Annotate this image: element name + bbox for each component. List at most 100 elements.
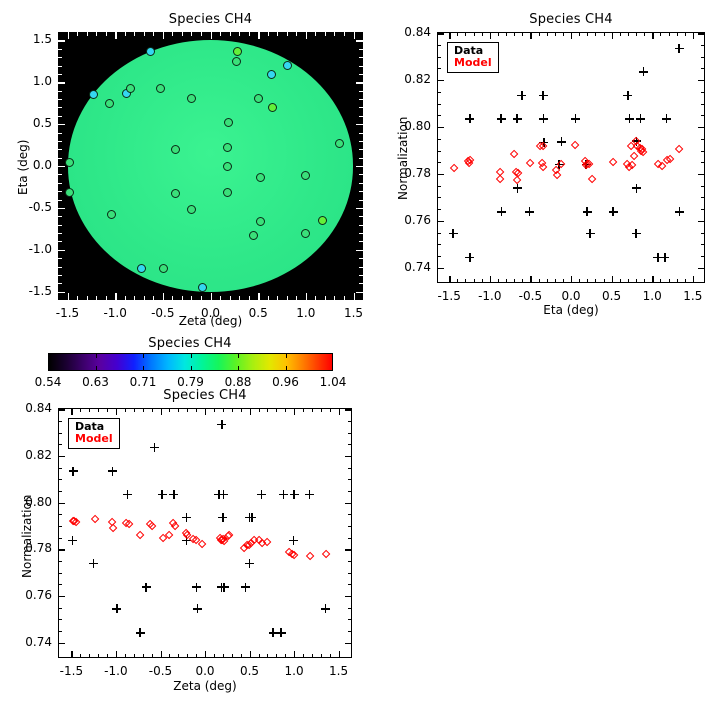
zeta-panel-data-point[interactable] [247, 512, 257, 522]
eta-panel-data-point[interactable] [512, 114, 522, 124]
zeta-panel-data-point[interactable] [217, 419, 227, 429]
footprint-marker[interactable] [64, 187, 74, 197]
footprint-marker[interactable] [256, 216, 265, 226]
zeta-panel-data-point[interactable] [192, 604, 202, 614]
zeta-panel-data-point[interactable] [89, 558, 99, 568]
eta-panel-data-point[interactable] [585, 229, 595, 239]
footprint-marker[interactable] [256, 172, 265, 182]
eta-panel-data-point[interactable] [517, 90, 527, 100]
eta-panel-data-point[interactable] [608, 207, 618, 217]
zeta-panel-data-point[interactable] [289, 489, 299, 499]
footprint-marker[interactable] [159, 264, 169, 274]
eta-panel-data-point[interactable] [582, 207, 592, 217]
eta-panel-data-point[interactable] [538, 114, 548, 124]
footprint-marker[interactable] [249, 230, 259, 240]
zeta-panel-xtick-minor [151, 654, 153, 658]
eta-panel-data-point[interactable] [653, 253, 663, 263]
zeta-panel-data-point[interactable] [192, 582, 201, 592]
footprint-marker[interactable] [106, 209, 116, 219]
zeta-panel-data-point[interactable] [68, 466, 78, 476]
footprint-marker[interactable] [156, 84, 165, 93]
eta-panel-data-point[interactable] [625, 114, 634, 124]
zeta-panel-data-point[interactable] [219, 582, 229, 592]
zeta-panel-data-point[interactable] [276, 628, 286, 638]
footprint-marker[interactable] [186, 93, 196, 103]
eta-panel-data-point[interactable] [554, 160, 564, 169]
eta-panel-data-point[interactable] [512, 183, 522, 193]
zeta-panel-data-point[interactable] [135, 628, 145, 638]
eta-panel-data-point[interactable] [674, 207, 684, 217]
footprint-marker[interactable] [171, 144, 181, 154]
zeta-panel-data-point[interactable] [278, 489, 288, 499]
footprint-marker[interactable] [126, 84, 136, 93]
zeta-panel-data-point[interactable] [182, 512, 192, 522]
eta-panel-data-point[interactable] [497, 207, 507, 217]
eta-panel-data-point[interactable] [525, 207, 535, 217]
eta-panel-data-point[interactable] [581, 160, 591, 169]
zeta-panel-data-point[interactable] [181, 536, 191, 545]
zeta-panel-data-point[interactable] [268, 628, 278, 638]
zeta-panel-data-point[interactable] [245, 558, 254, 568]
zeta-panel-data-point[interactable] [219, 489, 229, 499]
footprint-marker[interactable] [283, 61, 293, 70]
eta-panel-data-point[interactable] [631, 229, 641, 239]
eta-panel-data-point[interactable] [496, 114, 506, 124]
eta-panel-data-point[interactable] [635, 114, 645, 124]
footprint-marker[interactable] [232, 57, 242, 67]
zeta-panel-data-point[interactable] [214, 489, 224, 499]
eta-panel-data-point[interactable] [465, 253, 475, 263]
zeta-panel-data-point[interactable] [157, 489, 167, 499]
footprint-marker[interactable] [253, 94, 263, 104]
zeta-panel-data-point[interactable] [169, 489, 179, 499]
zeta-panel-data-point[interactable] [218, 512, 228, 522]
zeta-panel-data-point[interactable] [321, 604, 331, 614]
footprint-marker[interactable] [266, 70, 276, 80]
zeta-panel-data-point[interactable] [150, 443, 160, 453]
footprint-marker[interactable] [222, 187, 232, 197]
zeta-panel-data-point[interactable] [107, 466, 117, 476]
zeta-panel-data-point[interactable] [67, 536, 77, 545]
image-map-ytick [58, 207, 65, 210]
zeta-panel-xtick-minor [285, 654, 287, 658]
zeta-panel-data-point[interactable] [257, 489, 267, 499]
footprint-marker[interactable] [197, 282, 207, 292]
footprint-marker[interactable] [146, 46, 156, 56]
zeta-panel-ytick [58, 502, 65, 504]
eta-panel-data-point[interactable] [631, 136, 641, 146]
image-map-xtick-minor-top [77, 32, 79, 36]
footprint-marker[interactable] [233, 46, 243, 56]
footprint-marker[interactable] [222, 161, 232, 171]
zeta-panel-data-point[interactable] [241, 582, 250, 592]
zeta-panel-data-point[interactable] [305, 489, 315, 499]
footprint-marker[interactable] [137, 263, 147, 273]
eta-panel-data-point[interactable] [571, 114, 580, 124]
eta-panel-data-point[interactable] [538, 90, 548, 100]
footprint-marker[interactable] [267, 102, 277, 112]
footprint-marker[interactable] [186, 205, 196, 215]
eta-panel-data-point[interactable] [631, 183, 641, 193]
footprint-marker[interactable] [318, 216, 327, 226]
zeta-panel-data-point[interactable] [112, 604, 122, 614]
footprint-marker[interactable] [89, 89, 99, 99]
footprint-marker[interactable] [223, 117, 233, 127]
footprint-marker[interactable] [222, 142, 232, 152]
eta-panel-data-point[interactable] [661, 114, 671, 124]
footprint-marker[interactable] [105, 99, 115, 109]
eta-panel-data-point[interactable] [639, 67, 649, 77]
footprint-marker[interactable] [64, 157, 74, 167]
eta-panel-data-point[interactable] [674, 43, 684, 53]
eta-panel-data-point[interactable] [539, 137, 549, 147]
zeta-panel-xtick-minor-top [320, 408, 322, 412]
eta-panel-data-point[interactable] [623, 90, 633, 100]
footprint-marker[interactable] [170, 188, 180, 198]
eta-panel-data-point[interactable] [448, 229, 458, 239]
zeta-panel-data-point[interactable] [123, 489, 132, 499]
footprint-marker[interactable] [301, 228, 311, 238]
footprint-marker[interactable] [335, 138, 345, 148]
zeta-panel-data-point[interactable] [141, 582, 151, 592]
zeta-panel-data-point[interactable] [289, 536, 299, 545]
eta-panel-data-point[interactable] [465, 114, 475, 124]
eta-panel-data-point[interactable] [556, 137, 566, 147]
eta-panel-data-point[interactable] [660, 253, 670, 263]
footprint-marker[interactable] [301, 171, 311, 181]
